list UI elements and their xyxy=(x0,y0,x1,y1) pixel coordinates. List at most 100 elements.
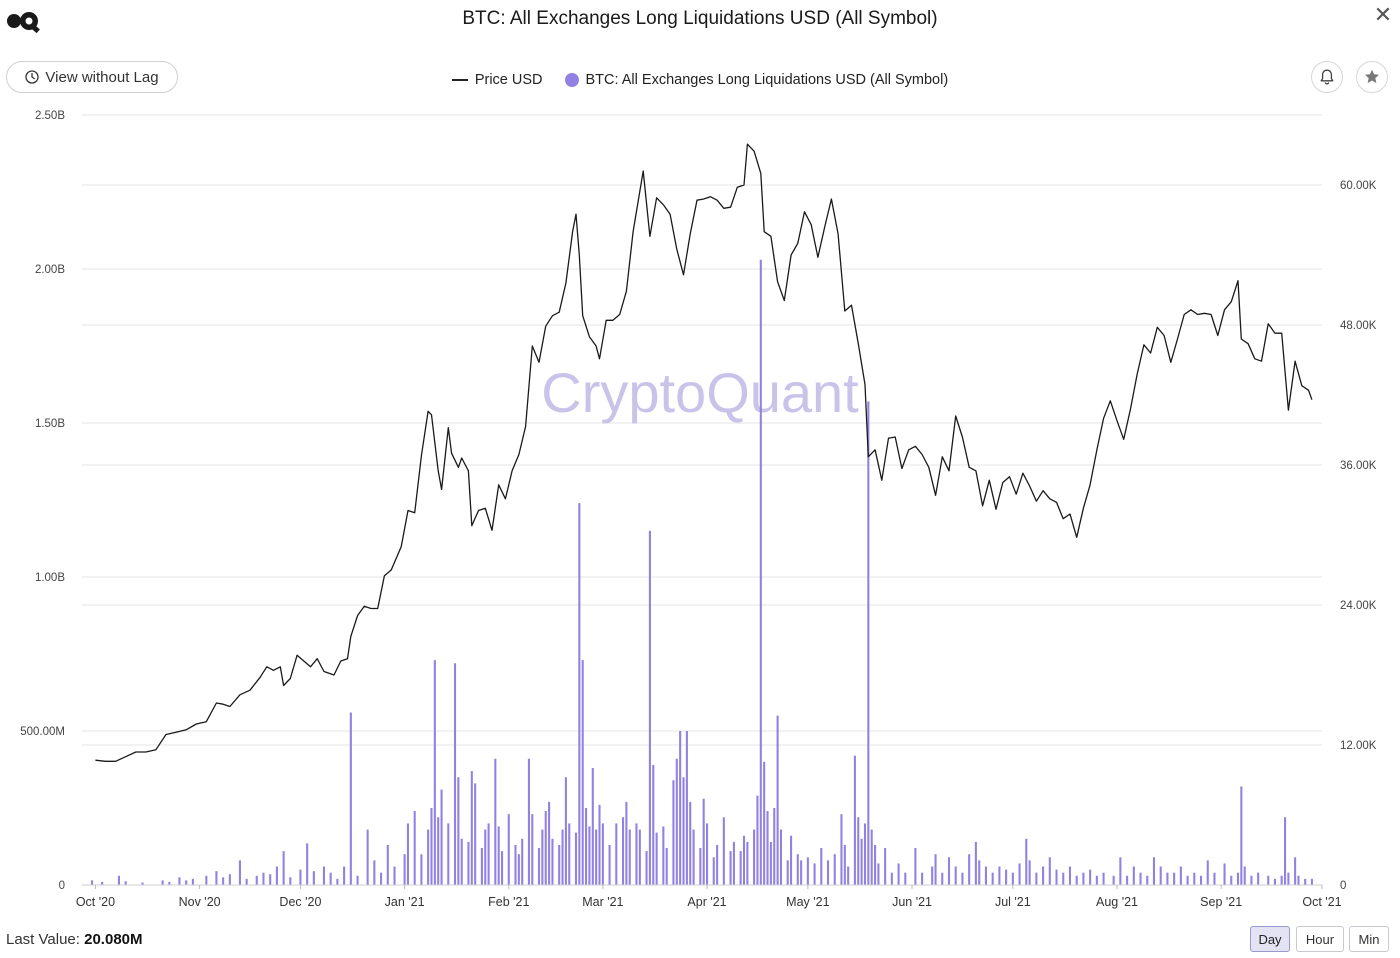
liquidation-bar[interactable] xyxy=(403,854,406,885)
liquidation-bar[interactable] xyxy=(1146,875,1149,885)
liquidation-bar[interactable] xyxy=(1126,875,1129,885)
liquidation-bar[interactable] xyxy=(312,871,315,885)
liquidation-bar[interactable] xyxy=(262,872,265,885)
liquidation-bar[interactable] xyxy=(716,844,719,885)
liquidation-bar[interactable] xyxy=(544,811,547,885)
liquidation-bar[interactable] xyxy=(306,843,309,885)
liquidation-bar[interactable] xyxy=(984,866,987,885)
liquidation-bar[interactable] xyxy=(558,844,561,885)
liquidation-bar[interactable] xyxy=(1112,875,1115,885)
liquidation-bar[interactable] xyxy=(665,848,668,885)
liquidation-bar[interactable] xyxy=(487,823,490,885)
liquidation-bar[interactable] xyxy=(991,872,994,885)
liquidation-bar[interactable] xyxy=(1206,860,1209,885)
liquidation-bar[interactable] xyxy=(776,715,779,885)
liquidation-bar[interactable] xyxy=(608,844,611,885)
liquidation-bar[interactable] xyxy=(732,841,735,885)
liquidation-bar[interactable] xyxy=(1243,866,1246,885)
liquidation-bar[interactable] xyxy=(1280,875,1283,885)
liquidation-bar[interactable] xyxy=(433,660,436,885)
liquidation-bar[interactable] xyxy=(766,811,769,885)
liquidation-bar[interactable] xyxy=(1095,875,1098,885)
liquidation-bar[interactable] xyxy=(191,878,194,885)
liquidation-bar[interactable] xyxy=(941,872,944,885)
liquidation-bar[interactable] xyxy=(548,801,551,885)
liquidation-bar[interactable] xyxy=(779,829,783,885)
liquidation-bar[interactable] xyxy=(440,789,443,885)
liquidation-bar[interactable] xyxy=(847,866,850,885)
liquidation-bar[interactable] xyxy=(1236,872,1240,885)
liquidation-bar[interactable] xyxy=(621,817,625,885)
liquidation-bar[interactable] xyxy=(386,844,389,885)
liquidation-bar[interactable] xyxy=(625,801,628,885)
liquidation-bar[interactable] xyxy=(1102,872,1105,885)
liquidation-bar[interactable] xyxy=(853,755,856,885)
liquidation-bar[interactable] xyxy=(763,761,766,885)
liquidation-bar[interactable] xyxy=(638,829,641,885)
liquidation-bar[interactable] xyxy=(517,854,520,885)
liquidation-bar[interactable] xyxy=(705,823,709,885)
liquidation-bar[interactable] xyxy=(601,823,604,885)
liquidation-bar[interactable] xyxy=(343,866,346,885)
liquidation-bar[interactable] xyxy=(978,860,981,885)
liquidation-bar[interactable] xyxy=(800,860,803,885)
liquidation-bar[interactable] xyxy=(1199,875,1203,885)
liquidation-bar[interactable] xyxy=(682,777,685,885)
liquidation-bar[interactable] xyxy=(480,848,483,885)
legend-item-price[interactable]: Price USD xyxy=(451,72,543,88)
liquidation-bar[interactable] xyxy=(457,777,460,885)
liquidation-bar[interactable] xyxy=(484,829,487,885)
liquidation-bar[interactable] xyxy=(289,877,292,885)
liquidation-bar[interactable] xyxy=(1089,869,1092,885)
liquidation-bar[interactable] xyxy=(507,814,510,885)
liquidation-bar[interactable] xyxy=(635,823,638,885)
liquidation-bar[interactable] xyxy=(595,829,598,885)
liquidation-bar[interactable] xyxy=(702,798,705,885)
liquidation-bar[interactable] xyxy=(568,823,571,885)
liquidation-bar[interactable] xyxy=(427,829,430,885)
liquidation-bar[interactable] xyxy=(863,823,867,885)
liquidation-bar[interactable] xyxy=(222,877,225,885)
liquidation-bar[interactable] xyxy=(329,872,332,885)
liquidation-bar[interactable] xyxy=(437,817,440,885)
liquidation-bar[interactable] xyxy=(615,823,618,885)
liquidation-bar[interactable] xyxy=(746,841,749,885)
liquidation-bar[interactable] xyxy=(998,866,1001,885)
liquidation-bar[interactable] xyxy=(662,826,665,885)
liquidation-bar[interactable] xyxy=(675,758,678,885)
liquidation-bar[interactable] xyxy=(1042,866,1045,885)
liquidation-bar[interactable] xyxy=(494,758,497,885)
liquidation-bar[interactable] xyxy=(366,829,369,885)
liquidation-bar[interactable] xyxy=(275,866,278,885)
liquidation-bar[interactable] xyxy=(245,878,248,885)
liquidation-bar[interactable] xyxy=(349,712,352,885)
liquidation-bar[interactable] xyxy=(672,780,675,885)
liquidation-bar[interactable] xyxy=(1011,872,1014,885)
liquidation-bar[interactable] xyxy=(699,848,702,885)
liquidation-bar[interactable] xyxy=(756,795,759,885)
liquidation-bar[interactable] xyxy=(1119,857,1122,885)
liquidation-bar[interactable] xyxy=(474,783,477,885)
liquidation-bar[interactable] xyxy=(1230,875,1233,885)
liquidation-bar[interactable] xyxy=(373,860,376,885)
liquidation-bar[interactable] xyxy=(588,826,591,885)
liquidation-bar[interactable] xyxy=(1267,875,1270,885)
favorite-button[interactable] xyxy=(1356,61,1388,93)
liquidation-bar[interactable] xyxy=(1310,878,1313,885)
liquidation-bar[interactable] xyxy=(813,863,816,885)
liquidation-bar[interactable] xyxy=(877,863,880,885)
liquidation-bar[interactable] xyxy=(551,838,554,885)
liquidation-bar[interactable] xyxy=(1166,872,1169,885)
liquidation-bar[interactable] xyxy=(931,866,934,885)
close-icon[interactable]: ✕ xyxy=(1373,2,1393,27)
liquidation-bar[interactable] xyxy=(413,811,416,885)
liquidation-bar[interactable] xyxy=(742,835,746,885)
liquidation-bar[interactable] xyxy=(655,832,658,885)
liquidation-bar[interactable] xyxy=(689,801,692,885)
liquidation-bar[interactable] xyxy=(867,401,870,885)
liquidation-bar[interactable] xyxy=(228,874,231,885)
liquidation-bar[interactable] xyxy=(1193,872,1196,885)
liquidation-bar[interactable] xyxy=(790,835,793,885)
liquidation-bar[interactable] xyxy=(1025,838,1028,885)
liquidation-bar[interactable] xyxy=(393,866,396,885)
